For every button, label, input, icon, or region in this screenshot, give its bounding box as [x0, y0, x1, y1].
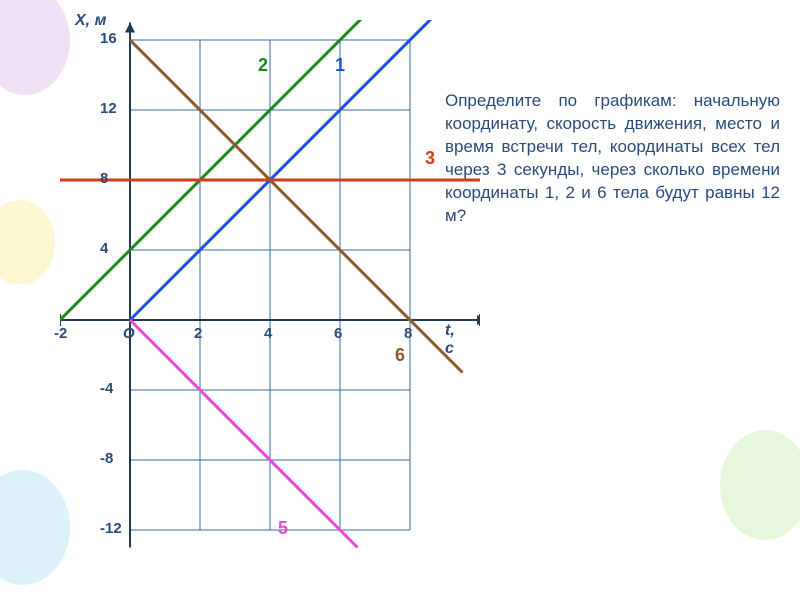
series-line-1: [130, 20, 445, 320]
y-axis-label: X, м: [75, 12, 106, 30]
balloon: [0, 200, 55, 285]
series-label-2: 2: [258, 55, 268, 76]
balloon: [720, 430, 800, 540]
y-tick: 4: [100, 240, 108, 257]
y-tick: 8: [100, 170, 108, 187]
series-label-3: 3: [425, 148, 435, 169]
question-text: Определите по графикам: начальную коорди…: [445, 90, 780, 228]
series-label-6: 6: [395, 345, 405, 366]
chart: X, м t, с O -22468-12-8-4481216 12356: [60, 20, 440, 580]
x-tick: 2: [194, 325, 202, 342]
x-tick: 6: [334, 325, 342, 342]
chart-svg: [60, 20, 480, 580]
y-tick: -12: [100, 520, 122, 537]
origin-label: O: [123, 325, 135, 342]
y-tick: 16: [100, 30, 117, 47]
y-tick: -8: [100, 450, 113, 467]
y-tick: -4: [100, 380, 113, 397]
series-label-5: 5: [278, 518, 288, 539]
series-line-6: [130, 40, 463, 373]
x-tick: 4: [264, 325, 272, 342]
x-tick: 8: [404, 325, 412, 342]
series-line-5: [130, 320, 358, 548]
x-axis-label: t, с: [445, 322, 455, 358]
series-label-1: 1: [335, 55, 345, 76]
x-tick: -2: [54, 325, 67, 342]
y-tick: 12: [100, 100, 117, 117]
